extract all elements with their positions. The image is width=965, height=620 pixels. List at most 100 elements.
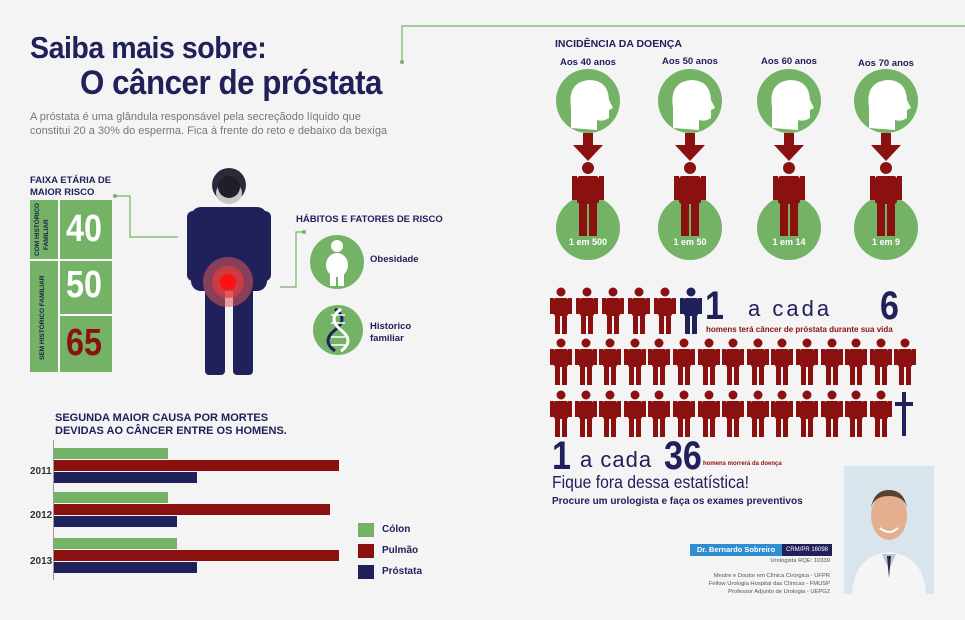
person-icon-25 [648,390,671,437]
title-line-2: O câncer de próstata [80,64,382,102]
stat-six-caption: homens terá câncer de próstata durante s… [706,325,893,334]
bar-2012-0 [54,492,168,503]
person-icon-15 [771,338,794,385]
incidence-age-3: Aos 70 anos [858,58,914,69]
person-icon-1 [576,287,598,334]
person-icon-6 [550,338,572,385]
people-grid [550,287,917,437]
person-icon-17 [820,338,843,385]
incidence-ratio-2: 1 em 14 [772,237,806,247]
chart-year-2011: 2011 [30,466,52,477]
bar-2013-0 [54,538,177,549]
age-value-50: 50 [66,264,102,306]
person-icon-24 [623,390,646,437]
head-profile-icon-0 [556,69,620,133]
doctor-rqe: Urologista RQE: 10339 [770,558,830,564]
person-icon-27 [697,390,720,437]
bar-2011-2 [54,472,197,483]
incidence-age-1: Aos 50 anos [662,56,718,67]
incidence-person-icon-2 [757,162,821,260]
age-risk-box: COM HISTÓRICO FAMILIAR SEM HISTÓRICO FAM… [30,200,112,372]
stat-a-cada: a cada [748,296,833,321]
person-icon-18 [845,338,868,385]
intro-text: A próstata é uma glândula responsável pe… [30,111,388,137]
person-icon-34 [869,390,892,437]
person-icon-22 [574,390,597,437]
bar-2011-1 [54,460,339,471]
person-icon-32 [820,390,843,437]
legend-swatch-colon [358,523,374,537]
doctor-crm: CRM/PR 16098 [782,544,832,556]
bar-2013-1 [54,550,339,561]
legend-swatch-lung [358,544,374,558]
legend-lung: Pulmão [382,545,419,556]
doctor-portrait-icon [844,466,934,594]
procure-text: Procure um urologista e faça os exames p… [552,496,803,507]
incidence-ratio-1: 1 em 50 [673,237,707,247]
stat-thirty-six: 36 [664,434,702,478]
down-arrow-icon-3 [871,133,901,161]
person-icon-9 [623,338,646,385]
person-icon-5 [680,287,702,334]
person-icon-33 [845,390,868,437]
incidence-person-icon-1 [658,162,722,260]
chart-year-2013: 2013 [30,556,53,567]
person-icon-8 [599,338,622,385]
cross-icon [895,392,913,436]
incidence-ratio-0: 1 em 500 [568,237,608,247]
person-icon-21 [550,390,572,437]
stat-one-b: 1 [552,434,571,478]
title-line-1: Saiba mais sobre: [30,30,267,65]
stat-six: 6 [880,284,899,328]
person-icon-29 [746,390,769,437]
person-icon-0 [550,287,572,334]
dna-icon [326,307,350,353]
person-icon-11 [673,338,695,385]
age-value-40: 40 [66,208,102,250]
person-icon-12 [697,338,720,385]
doctor-name: Dr. Bernardo Sobreiro [690,544,782,556]
risk-factors-title: HÁBITOS E FATORES DE RISCO [296,214,443,225]
chart-title: SEGUNDA MAIOR CAUSA POR MORTES DEVIDAS A… [55,412,287,437]
stat-thirty-six-caption: homens morrerá da doença [703,461,782,467]
head-profile-icon-1 [658,69,722,133]
person-icon-3 [628,287,650,334]
legend-swatch-prostate [358,565,374,579]
bar-chart: 2011 2012 2013 [0,440,400,590]
bar-2011-0 [54,448,168,459]
heredity-circle [313,305,363,355]
bar-2012-2 [54,516,177,527]
doctor-photo [844,466,934,594]
person-icon-7 [574,338,597,385]
obesity-circle [310,235,364,289]
legend-prostate: Próstata [382,566,423,577]
obese-person-icon [326,240,348,286]
chart-year-2012: 2012 [30,510,53,521]
person-icon-28 [722,390,745,437]
person-icon-10 [648,338,671,385]
fique-fora-text: Fique fora dessa estatística! [552,472,749,492]
doctor-credentials: Mestre e Doutor em Clínica Cirúrgica - U… [708,573,830,595]
risk-obesity-label: Obesidade [370,254,419,265]
incidence-person-icon-3 [854,162,918,260]
down-arrow-icon-0 [573,133,603,161]
person-icon-20 [894,338,917,385]
incidence-age-0: Aos 40 anos [560,57,616,68]
incidence-groups: Aos 40 anos 1 em 500 Aos 50 anos 1 em 50 Aos… [0,0,965,270]
person-icon-30 [771,390,794,437]
person-icon-13 [722,338,745,385]
age-risk-label: FAIXA ETÁRIA DE MAIOR RISCO [30,175,112,198]
person-icon-31 [796,390,818,437]
incidence-ratio-3: 1 em 9 [871,237,901,247]
chart-axis [53,440,54,580]
head-profile-icon-2 [757,69,821,133]
incidence-age-2: Aos 60 anos [761,56,817,67]
legend-colon: Cólon [382,524,411,535]
incidence-person-icon-0 [556,162,620,260]
man-figure-icon [187,168,271,375]
person-icon-14 [746,338,769,385]
person-icon-2 [602,287,624,334]
person-icon-26 [673,390,695,437]
incidence-title: INCIDÊNCIA DA DOENÇA [555,38,682,50]
